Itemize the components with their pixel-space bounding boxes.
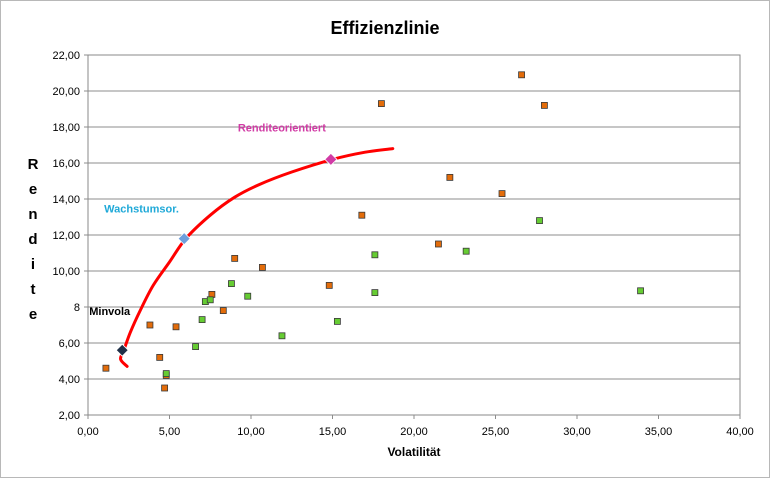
- x-axis-ticks: 0,00 5,00 10,00 15,00 20,00 25,00 30,00 35,00 40…: [77, 415, 754, 438]
- data-point: [102, 364, 110, 372]
- data-point: [371, 251, 379, 259]
- data-point: [435, 240, 442, 248]
- data-point: [198, 316, 206, 324]
- marker-renditeorientiert: [324, 152, 338, 166]
- y-tick-label: 22,00: [52, 50, 80, 62]
- data-point: [206, 296, 214, 304]
- x-tick-label: 20,00: [400, 426, 428, 438]
- marker-label: Wachstumsor.: [104, 204, 179, 216]
- data-point: [228, 280, 235, 288]
- data-point: [333, 317, 341, 325]
- y-axis-label-letter: n: [28, 206, 37, 223]
- data-point: [462, 247, 470, 255]
- x-tick-label: 10,00: [237, 426, 265, 438]
- y-tick-label: 6,00: [59, 338, 80, 350]
- x-tick-label: 40,00: [726, 426, 754, 438]
- marker-minvola: [115, 343, 129, 357]
- y-axis-label-letter: t: [31, 281, 36, 298]
- data-point: [536, 217, 543, 225]
- y-tick-label: 10,00: [52, 266, 80, 278]
- data-point: [358, 211, 366, 219]
- y-tick-label: 20,00: [52, 86, 80, 98]
- portfolio-markers: Minvola Wachstumsor. Renditeorientiert: [89, 122, 338, 357]
- chart-title: Effizienzlinie: [330, 18, 439, 38]
- y-axis-label-letter: R: [28, 156, 39, 173]
- x-tick-label: 25,00: [482, 426, 510, 438]
- x-axis-label: Volatilität: [387, 445, 440, 459]
- y-axis-label: Rendite: [28, 156, 39, 323]
- marker-wachstumsor: [177, 232, 191, 246]
- y-tick-label: 12,00: [52, 230, 80, 242]
- data-point: [371, 289, 379, 297]
- data-point: [146, 321, 154, 329]
- y-axis-ticks: 2,00 4,00 6,00 8 10,00 12,00 14,00 16,00 18,00 20…: [52, 50, 88, 422]
- y-axis-label-letter: d: [28, 231, 37, 248]
- data-point: [192, 343, 199, 351]
- x-tick-label: 15,00: [319, 426, 347, 438]
- y-tick-label: 18,00: [52, 122, 80, 134]
- y-axis-label-letter: i: [31, 256, 35, 273]
- data-point: [446, 173, 454, 181]
- y-axis-label-letter: e: [29, 181, 37, 198]
- marker-label: Renditeorientiert: [238, 122, 326, 134]
- data-point: [231, 254, 239, 262]
- efficient-frontier-line: [119, 147, 395, 368]
- y-tick-label: 14,00: [52, 194, 80, 206]
- y-axis-label-letter: e: [29, 306, 37, 323]
- data-point: [162, 370, 170, 378]
- x-tick-label: 30,00: [563, 426, 591, 438]
- data-point: [498, 190, 506, 198]
- y-tick-label: 2,00: [59, 410, 80, 422]
- data-point: [325, 281, 333, 289]
- marker-label: Minvola: [89, 306, 131, 318]
- data-point: [244, 292, 252, 300]
- data-point: [156, 353, 164, 361]
- efficient-frontier: [119, 147, 395, 368]
- y-tick-label: 8: [74, 302, 80, 314]
- data-point: [637, 287, 644, 295]
- data-point: [377, 100, 385, 107]
- x-tick-label: 35,00: [645, 426, 673, 438]
- y-tick-label: 16,00: [52, 158, 80, 170]
- data-point: [259, 263, 266, 271]
- x-tick-label: 0,00: [77, 426, 98, 438]
- data-point: [219, 307, 227, 315]
- y-tick-label: 4,00: [59, 374, 80, 386]
- x-tick-label: 5,00: [159, 426, 180, 438]
- data-point: [172, 323, 180, 331]
- series-green: [162, 217, 644, 378]
- data-point: [518, 71, 525, 79]
- data-point: [278, 332, 286, 340]
- data-series: [102, 71, 644, 392]
- data-point: [161, 384, 169, 392]
- data-point: [541, 102, 548, 109]
